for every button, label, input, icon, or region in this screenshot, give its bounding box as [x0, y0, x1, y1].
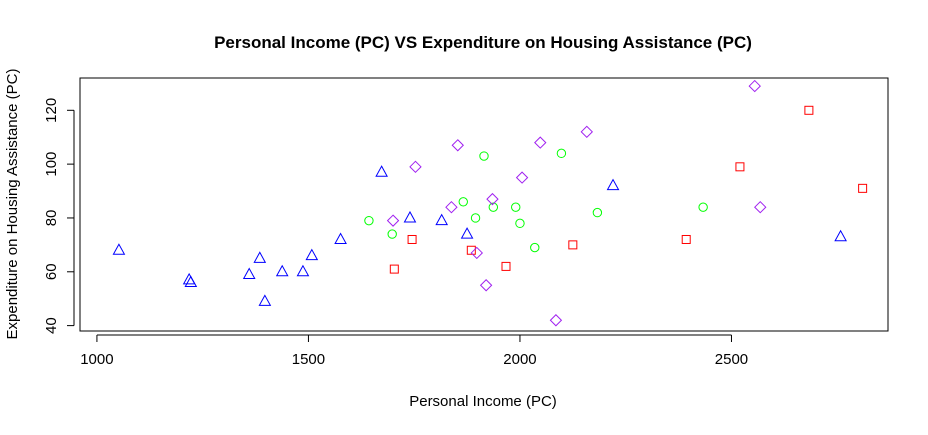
data-point-circle	[592, 207, 603, 218]
data-point-diamond	[479, 279, 493, 292]
x-axis-label: Personal Income (PC)	[409, 393, 557, 410]
data-point-square	[681, 234, 691, 244]
chart-title: Personal Income (PC) VS Expenditure on H…	[214, 33, 752, 52]
data-point-square	[407, 234, 417, 244]
data-point-square	[735, 162, 745, 172]
y-tick-label: 40	[43, 317, 60, 334]
y-tick-label: 60	[43, 263, 60, 280]
data-point-diamond	[486, 192, 499, 206]
data-point-diamond	[549, 314, 563, 327]
data-point-diamond	[445, 200, 458, 214]
data-point-triangle	[184, 275, 198, 288]
data-point-diamond	[409, 160, 422, 174]
data-point-square	[389, 264, 399, 274]
x-tick-label: 1500	[292, 351, 325, 368]
data-point-circle	[458, 197, 468, 207]
y-tick-label: 120	[43, 98, 60, 123]
data-point-triangle	[112, 243, 126, 255]
data-point-diamond	[534, 136, 547, 149]
data-point-square	[568, 240, 578, 250]
x-tick-label: 1000	[80, 351, 113, 368]
data-point-diamond	[754, 200, 767, 214]
data-point-circle	[479, 151, 489, 161]
data-point-triangle	[460, 227, 474, 239]
data-point-circle	[387, 229, 397, 239]
y-axis-label: Expenditure on Housing Assistance (PC)	[4, 69, 21, 340]
y-tick-label: 80	[43, 210, 60, 227]
data-point-diamond	[515, 171, 529, 184]
data-point-triangle	[253, 251, 267, 263]
data-point-square	[466, 245, 476, 255]
data-point-square	[858, 183, 868, 193]
data-point-triangle	[606, 178, 620, 191]
x-tick-label: 2500	[715, 351, 748, 368]
data-point-circle	[556, 148, 567, 159]
data-point-diamond	[470, 246, 484, 260]
data-point-diamond	[580, 125, 594, 139]
data-point-circle	[515, 218, 525, 229]
data-point-square	[501, 261, 511, 271]
x-tick-label: 2000	[503, 351, 536, 368]
data-point-circle	[364, 215, 374, 226]
data-points	[112, 79, 868, 327]
data-point-triangle	[296, 264, 310, 277]
x-axis: 1000 1500 2000 2500	[80, 334, 748, 368]
data-point-triangle	[275, 264, 289, 277]
data-point-diamond	[748, 79, 761, 93]
data-point-circle	[530, 242, 540, 253]
data-point-circle	[488, 202, 499, 212]
data-point-triangle	[403, 210, 417, 223]
data-point-circle	[470, 213, 481, 223]
data-point-triangle	[258, 294, 272, 306]
plot-frame	[79, 77, 889, 332]
data-point-square	[804, 105, 814, 115]
y-tick-label: 100	[43, 152, 60, 177]
data-point-triangle	[435, 213, 449, 226]
data-point-diamond	[386, 214, 400, 227]
data-point-triangle	[334, 232, 347, 244]
data-point-triangle	[242, 267, 256, 279]
y-axis: 40 60 80 100 120	[43, 98, 75, 334]
data-point-triangle	[375, 165, 388, 177]
data-point-circle	[511, 202, 521, 212]
data-point-triangle	[834, 229, 847, 242]
data-point-circle	[698, 202, 708, 212]
data-point-triangle	[305, 248, 319, 261]
data-point-diamond	[451, 139, 464, 152]
